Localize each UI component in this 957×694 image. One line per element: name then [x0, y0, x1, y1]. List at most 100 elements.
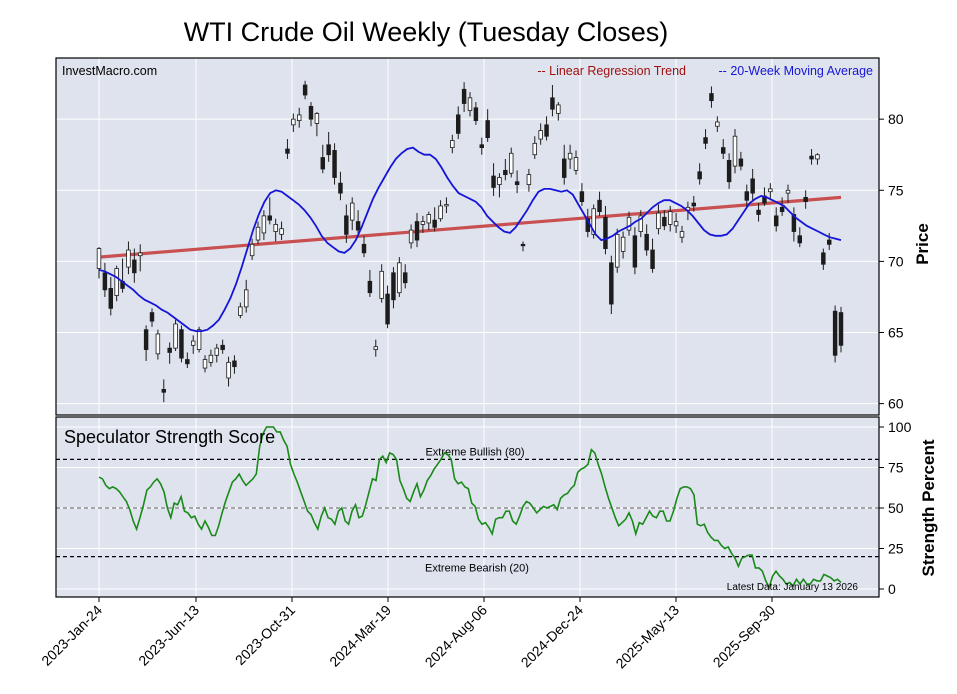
candle — [420, 215, 426, 233]
candle — [432, 207, 437, 232]
candle — [538, 123, 543, 145]
x-axis: 2023-Jan-24 2023-Jun-13 2023-Oct-31 2024-Ma… — [38, 597, 778, 671]
candle — [485, 109, 490, 142]
candle — [285, 139, 290, 159]
candle — [208, 349, 214, 367]
candle — [614, 228, 620, 273]
candle — [497, 173, 502, 198]
candle — [355, 210, 361, 238]
strength-tick-label-2: 50 — [888, 500, 904, 516]
strength-tick-label-3: 75 — [888, 460, 904, 476]
candle — [367, 269, 373, 297]
candle — [520, 241, 526, 252]
candle — [214, 343, 220, 363]
candle — [579, 183, 585, 206]
strength-axis-label: Strength Percent — [919, 439, 938, 576]
candle — [108, 277, 114, 316]
candle — [161, 379, 167, 403]
candle — [302, 80, 308, 100]
x-tick-label-5: 2024-Dec-24 — [518, 602, 587, 671]
candle — [137, 244, 143, 272]
candle — [597, 191, 602, 216]
candle — [444, 197, 449, 214]
candle — [320, 144, 326, 174]
candle — [826, 232, 832, 251]
candle — [656, 204, 661, 235]
strength-panel-bg — [56, 417, 879, 597]
candle — [467, 92, 473, 117]
strength-panel-frame — [55, 416, 880, 598]
price-tick-label-2: 70 — [888, 253, 904, 269]
candle — [344, 204, 349, 243]
candle — [249, 238, 255, 260]
strength-panel: 0 25 50 75 100 Extreme Bullish (80) Extreme … — [55, 416, 938, 598]
candle — [626, 211, 632, 236]
candle — [609, 255, 614, 315]
candle — [691, 195, 697, 212]
candle — [232, 355, 237, 374]
candle — [638, 210, 644, 238]
candle — [408, 224, 414, 249]
candle — [238, 302, 243, 319]
candle — [96, 247, 102, 279]
price-panel-frame — [55, 57, 880, 416]
candle — [573, 150, 579, 175]
candle — [291, 113, 296, 132]
candle — [732, 129, 738, 174]
candle — [114, 265, 119, 302]
price-tick-label-1: 65 — [888, 325, 904, 341]
candle — [644, 224, 649, 256]
candle — [326, 131, 331, 162]
candle — [491, 163, 496, 196]
candle — [255, 221, 261, 245]
candle — [720, 139, 726, 159]
candle — [561, 144, 567, 185]
candle — [773, 207, 779, 232]
candle — [149, 308, 155, 327]
candle — [361, 235, 367, 258]
candle — [373, 339, 379, 357]
strength-tick-label-0: 0 — [888, 581, 896, 597]
candle — [544, 116, 549, 141]
price-axis-label: Price — [913, 223, 932, 265]
x-tick-label-0: 2023-Jan-24 — [38, 602, 105, 669]
candle — [332, 143, 337, 185]
x-tick-label-7: 2025-Sep-30 — [710, 602, 779, 671]
x-tick-label-4: 2024-Aug-06 — [422, 602, 491, 671]
x-tick-label-1: 2023-Jun-13 — [135, 602, 202, 669]
candle — [697, 163, 702, 185]
candle — [709, 86, 714, 108]
candle — [455, 106, 461, 140]
candle — [679, 225, 685, 243]
candle — [838, 306, 844, 353]
candle — [738, 151, 744, 171]
candle — [385, 285, 390, 329]
strength-tick-label-1: 25 — [888, 541, 904, 557]
candle — [526, 168, 532, 192]
candle — [832, 305, 838, 363]
candle — [314, 112, 320, 137]
candle — [821, 248, 826, 270]
price-panel: 60 65 70 75 80 InvestMacro.com -- Linear Reg… — [55, 57, 932, 416]
candle — [426, 211, 432, 231]
candle — [167, 342, 172, 364]
candle — [226, 356, 231, 387]
strength-panel-title: Speculator Strength Score — [64, 427, 275, 447]
price-tick-label-0: 60 — [888, 396, 904, 412]
candle — [715, 116, 720, 132]
candle — [296, 107, 302, 128]
strength-tick-label-4: 100 — [888, 419, 912, 435]
candle — [667, 205, 673, 232]
candle — [179, 325, 184, 363]
candle — [190, 335, 196, 354]
candle — [503, 158, 508, 181]
candle — [185, 352, 190, 369]
strength-score-line — [98, 426, 842, 590]
candle — [143, 325, 149, 361]
candle — [791, 207, 797, 242]
candle — [726, 153, 732, 189]
candle — [603, 205, 608, 255]
candle — [550, 85, 555, 117]
candle — [662, 210, 667, 231]
